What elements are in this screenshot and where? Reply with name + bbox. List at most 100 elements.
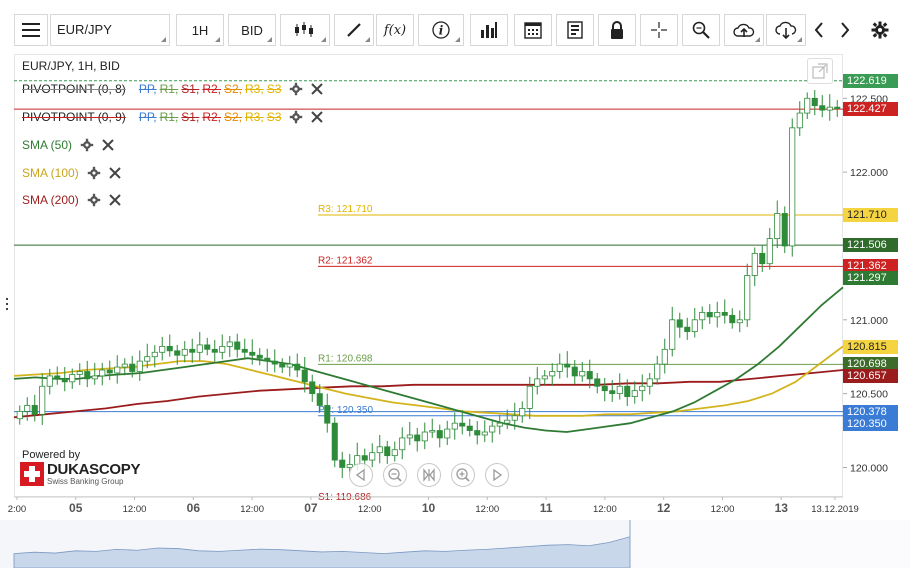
legend-sma100: SMA (100) bbox=[22, 166, 121, 180]
candle-body bbox=[459, 422, 466, 427]
close-icon[interactable] bbox=[311, 111, 324, 123]
candle-body bbox=[76, 371, 83, 375]
candle-body bbox=[774, 213, 781, 239]
upload-button[interactable] bbox=[724, 14, 764, 46]
candle-body bbox=[721, 312, 728, 316]
candle-body bbox=[744, 275, 751, 321]
pivot-1-levels: PP, R1, S1, R2, S2, R3, S3 bbox=[136, 82, 282, 96]
gear-icon[interactable] bbox=[80, 138, 94, 152]
gear-icon[interactable] bbox=[289, 110, 303, 124]
gear-icon[interactable] bbox=[289, 82, 303, 96]
dukascopy-logo[interactable]: DUKASCOPY Swiss Banking Group bbox=[20, 462, 140, 486]
candle-body bbox=[751, 252, 758, 276]
report-button[interactable] bbox=[556, 14, 594, 46]
info-button[interactable]: i bbox=[418, 14, 464, 46]
candle-body bbox=[151, 351, 158, 358]
chart-plot-area[interactable] bbox=[14, 54, 843, 497]
candlestick-icon bbox=[295, 22, 313, 37]
close-icon[interactable] bbox=[311, 83, 324, 95]
pivot-level-label: R3, bbox=[245, 110, 264, 124]
candle-body bbox=[429, 430, 436, 433]
candle-body bbox=[31, 405, 38, 415]
candle-body bbox=[219, 345, 226, 353]
candle-body bbox=[819, 105, 826, 111]
close-icon[interactable] bbox=[102, 139, 114, 151]
legend-sma50: SMA (50) bbox=[22, 138, 114, 152]
crosshair-button[interactable] bbox=[640, 14, 678, 46]
candle-body bbox=[526, 385, 533, 409]
scroll-right-button[interactable] bbox=[832, 14, 858, 46]
hamburger-menu-button[interactable] bbox=[14, 14, 48, 46]
candle-body bbox=[106, 369, 113, 374]
sma200-line bbox=[13, 369, 844, 419]
candle-body bbox=[804, 97, 811, 114]
draw-button[interactable] bbox=[334, 14, 374, 46]
zoom-out-button[interactable] bbox=[383, 463, 407, 487]
side-value: BID bbox=[241, 22, 263, 38]
candle-body bbox=[136, 360, 143, 372]
candle-body bbox=[91, 375, 98, 380]
brand-subtitle: Swiss Banking Group bbox=[47, 476, 124, 486]
candle-body bbox=[121, 363, 128, 368]
x-tick-label: 12:00 bbox=[123, 504, 147, 515]
sma50-line bbox=[13, 286, 844, 433]
gear-icon[interactable] bbox=[87, 193, 101, 207]
x-tick-label: 06 bbox=[187, 501, 201, 515]
lock-icon bbox=[611, 21, 623, 39]
x-tick-label: 13.12.2019 bbox=[811, 504, 859, 515]
candle-body bbox=[406, 434, 413, 439]
candle-body bbox=[451, 422, 458, 430]
y-tick-label: 121.000 bbox=[850, 315, 888, 327]
candle-body bbox=[414, 434, 421, 442]
candle-body bbox=[834, 106, 841, 110]
pivot-level-label: R2, bbox=[202, 110, 221, 124]
candle-body bbox=[316, 393, 323, 406]
timeframe-select[interactable]: 1H bbox=[176, 14, 224, 46]
candle-body bbox=[181, 348, 188, 356]
candle-body bbox=[174, 350, 181, 356]
expand-icon bbox=[812, 63, 828, 79]
candle-body bbox=[294, 363, 301, 371]
lock-button[interactable] bbox=[598, 14, 636, 46]
gear-icon[interactable] bbox=[87, 166, 101, 180]
candle-body bbox=[61, 378, 68, 383]
pivot-level-label: R3, bbox=[245, 82, 264, 96]
price-tag: 121.362 bbox=[843, 259, 898, 274]
candle-body bbox=[594, 378, 601, 387]
scroll-left-button[interactable] bbox=[806, 14, 832, 46]
function-icon: f(x) bbox=[383, 22, 407, 38]
price-tag: 121.710 bbox=[843, 207, 898, 222]
sma100-label: SMA (100) bbox=[22, 166, 79, 180]
symbol-select[interactable]: EUR/JPY bbox=[50, 14, 170, 46]
close-icon[interactable] bbox=[108, 167, 121, 179]
fit-view-button[interactable] bbox=[417, 463, 441, 487]
indicators-button[interactable]: f(x) bbox=[376, 14, 414, 46]
price-tag: 121.297 bbox=[843, 271, 898, 286]
candle-body bbox=[241, 348, 248, 353]
x-tick-label: 12:00 bbox=[711, 504, 735, 515]
candle-body bbox=[361, 455, 368, 461]
panel-resize-handle[interactable] bbox=[6, 298, 9, 318]
legend-title-text: EUR/JPY, 1H, BID bbox=[22, 59, 120, 73]
pivot-level-label: R1: 120.698 bbox=[318, 353, 373, 364]
candle-body bbox=[189, 348, 196, 353]
zoom-in-button[interactable] bbox=[451, 463, 475, 487]
close-icon[interactable] bbox=[108, 194, 121, 206]
volume-button[interactable] bbox=[470, 14, 508, 46]
scroll-back-button[interactable] bbox=[349, 463, 373, 487]
scroll-forward-button[interactable] bbox=[485, 463, 509, 487]
candle-body bbox=[684, 326, 691, 333]
zoom-icon bbox=[692, 21, 710, 39]
price-tag: 121.506 bbox=[843, 238, 898, 253]
expand-chart-button[interactable] bbox=[807, 58, 833, 84]
candle-body bbox=[159, 345, 166, 353]
zoom-button[interactable] bbox=[682, 14, 720, 46]
settings-button[interactable] bbox=[866, 14, 894, 46]
side-select[interactable]: BID bbox=[228, 14, 276, 46]
calendar-button[interactable] bbox=[514, 14, 552, 46]
candle-body bbox=[436, 430, 443, 439]
candle-body bbox=[309, 381, 316, 395]
chart-type-button[interactable] bbox=[280, 14, 330, 46]
download-button[interactable] bbox=[766, 14, 806, 46]
pivot-level-label: R2: 121.362 bbox=[318, 255, 373, 266]
